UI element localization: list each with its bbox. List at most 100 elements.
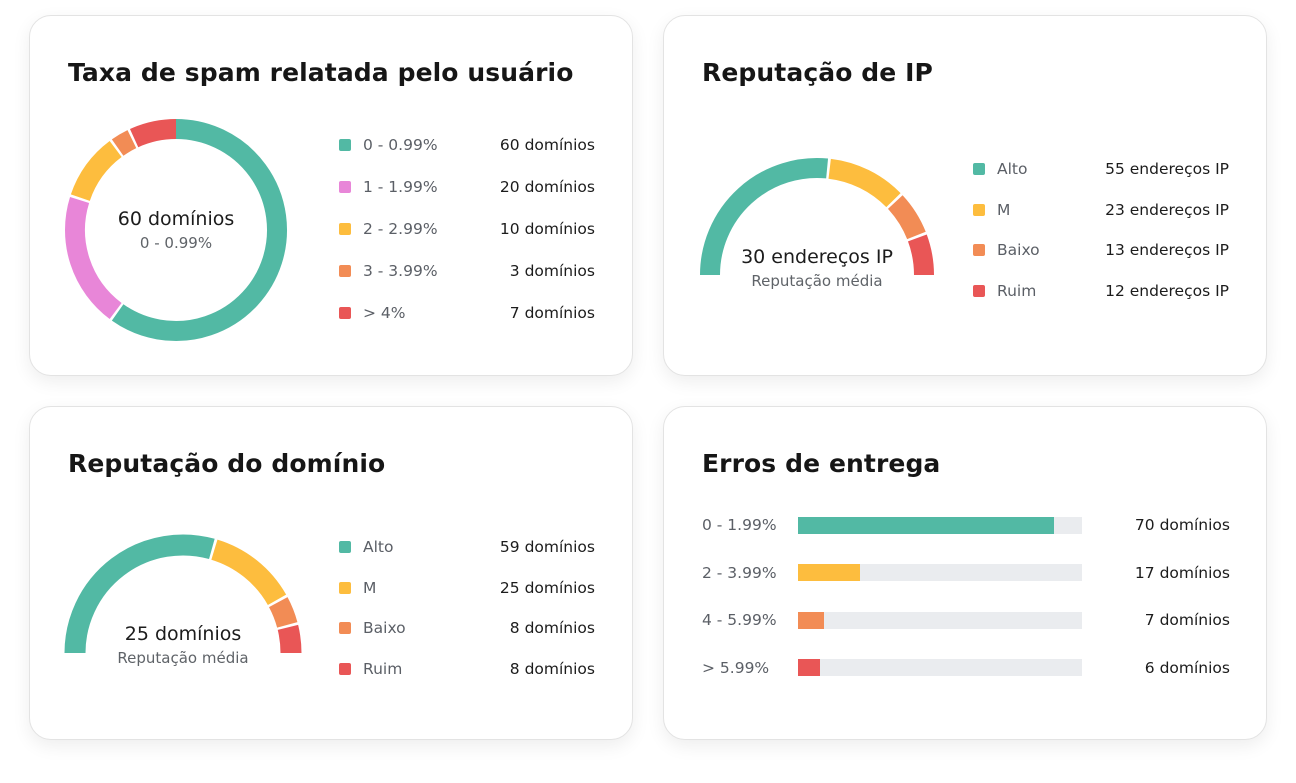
legend-value: 55 endereços IP (1105, 160, 1229, 178)
bar-label: 0 - 1.99% (702, 516, 777, 534)
bar-value: 70 domínios (1134, 516, 1230, 534)
spam-legend-item-4: > 4% 7 domínios (339, 303, 595, 323)
ip-center-label: Reputação média (751, 272, 883, 290)
spam-legend-item-3-3-99: 3 - 3.99% 3 domínios (339, 261, 595, 281)
legend-label: 1 - 1.99% (363, 178, 438, 196)
bar-track (798, 659, 1082, 676)
errors-bar-row-0-1-99: 0 - 1.99% 70 domínios (702, 515, 1230, 535)
domain-reputation-legend: Alto 59 domínios M 25 domínios Baixo 8 domíni… (339, 537, 595, 679)
domain-slice-baixo (268, 597, 298, 628)
legend-label: 3 - 3.99% (363, 262, 438, 280)
domain-reputation-title: Reputação do domínio (68, 449, 386, 478)
legend-label: M (363, 578, 377, 597)
spam-center-value: 60 domínios (117, 208, 235, 230)
delivery-errors-card: Erros de entrega 0 - 1.99% 70 domínios 2 -… (663, 406, 1267, 740)
ip-reputation-card: Reputação de IP 30 endereços IP Reputaçã… (663, 15, 1267, 376)
domain-reputation-card: Reputação do domínio 25 domínios Reputaç… (29, 406, 633, 740)
legend-value: 12 endereços IP (1105, 281, 1229, 300)
ip-slice-m (828, 158, 901, 208)
ip-slice-baixo (887, 195, 926, 240)
legend-value: 3 domínios (509, 262, 595, 280)
domain-legend-item-ruim: Ruim 8 domínios (339, 659, 595, 679)
bar-track (798, 564, 1082, 581)
bar-value: 6 domínios (1144, 658, 1230, 677)
domain-slice-m (211, 539, 287, 606)
domain-center-value: 25 domínios (124, 623, 242, 645)
legend-swatch (339, 139, 351, 151)
bar-value: 7 domínios (1144, 611, 1230, 629)
spam-rate-legend: 0 - 0.99% 60 domínios 1 - 1.99% 20 domínios… (339, 135, 595, 323)
ip-center-value: 30 endereços IP (741, 246, 893, 268)
legend-label: Ruim (997, 281, 1037, 300)
legend-swatch (339, 307, 351, 319)
domain-reputation-gauge-chart (64, 534, 302, 654)
bar-label: 2 - 3.99% (702, 563, 777, 582)
legend-value: 23 endereços IP (1105, 200, 1229, 219)
legend-swatch (339, 662, 351, 675)
spam-rate-title: Taxa de spam relatada pelo usuário (68, 58, 574, 87)
spam-legend-item-2-2-99: 2 - 2.99% 10 domínios (339, 219, 595, 239)
legend-label: 0 - 0.99% (363, 136, 438, 154)
ip-legend-item-ruim: Ruim 12 endereços IP (973, 281, 1229, 301)
legend-swatch (339, 223, 351, 235)
ip-slice-ruim (907, 234, 934, 276)
spam-legend-item-0-0-99: 0 - 0.99% 60 domínios (339, 135, 595, 155)
spam-rate-card: Taxa de spam relatada pelo usuário 60 do… (29, 15, 633, 376)
domain-center-label: Reputação média (117, 649, 249, 667)
legend-label: Baixo (997, 241, 1040, 259)
legend-label: Alto (997, 160, 1028, 178)
legend-swatch (339, 181, 351, 193)
bar-track (798, 516, 1082, 534)
legend-value: 13 endereços IP (1105, 241, 1229, 259)
ip-legend-item-m: M 23 endereços IP (973, 200, 1229, 220)
legend-swatch (973, 163, 985, 175)
legend-value: 8 domínios (509, 619, 595, 637)
ip-legend-item-alto: Alto 55 endereços IP (973, 159, 1229, 179)
legend-swatch (339, 581, 351, 594)
legend-swatch (973, 203, 985, 216)
legend-label: M (997, 200, 1011, 219)
spam-slice-1-1-99 (65, 197, 122, 319)
spam-slice-4 (129, 119, 177, 148)
legend-value: 10 domínios (499, 220, 595, 238)
spam-center-label: 0 - 0.99% (139, 234, 213, 252)
delivery-errors-bar-chart: 0 - 1.99% 70 domínios 2 - 3.99% 17 domínios… (702, 515, 1230, 678)
domain-slice-ruim (277, 624, 302, 654)
domain-legend-item-baixo: Baixo 8 domínios (339, 618, 595, 638)
errors-bar-row-2-3-99: 2 - 3.99% 17 domínios (702, 563, 1230, 583)
spam-legend-item-1-1-99: 1 - 1.99% 20 domínios (339, 177, 595, 197)
legend-label: > 4% (363, 304, 406, 322)
legend-value: 25 domínios (499, 578, 595, 597)
legend-value: 60 domínios (499, 136, 595, 154)
legend-label: Baixo (363, 619, 406, 637)
domain-slice-alto (64, 534, 215, 654)
legend-value: 8 domínios (509, 659, 595, 678)
domain-legend-item-m: M 25 domínios (339, 578, 595, 598)
spam-slice-3-3-99 (111, 130, 137, 156)
ip-reputation-title: Reputação de IP (702, 58, 933, 87)
errors-bar-5-99 (798, 659, 820, 676)
legend-swatch (339, 622, 351, 634)
delivery-errors-title: Erros de entrega (702, 449, 941, 478)
ip-legend-item-baixo: Baixo 13 endereços IP (973, 240, 1229, 260)
bar-label: 4 - 5.99% (702, 611, 777, 629)
legend-value: 59 domínios (499, 538, 595, 556)
errors-bar-row-5-99: > 5.99% 6 domínios (702, 658, 1230, 678)
legend-value: 7 domínios (509, 304, 595, 322)
ip-slice-alto (700, 158, 829, 276)
errors-bar-row-4-5-99: 4 - 5.99% 7 domínios (702, 610, 1230, 630)
ip-reputation-legend: Alto 55 endereços IP M 23 endereços IP Baixo… (973, 159, 1229, 301)
bar-value: 17 domínios (1134, 563, 1230, 582)
errors-bar-4-5-99 (798, 611, 824, 629)
legend-label: 2 - 2.99% (363, 220, 438, 238)
spam-slice-2-2-99 (70, 141, 122, 202)
legend-swatch (973, 284, 985, 297)
errors-bar-2-3-99 (798, 564, 861, 581)
legend-swatch (339, 265, 351, 277)
domain-legend-item-alto: Alto 59 domínios (339, 537, 595, 557)
legend-swatch (973, 244, 985, 256)
bar-track (798, 611, 1082, 629)
ip-reputation-gauge-chart (700, 158, 934, 276)
errors-bar-0-1-99 (798, 516, 1054, 534)
legend-swatch (339, 541, 351, 553)
